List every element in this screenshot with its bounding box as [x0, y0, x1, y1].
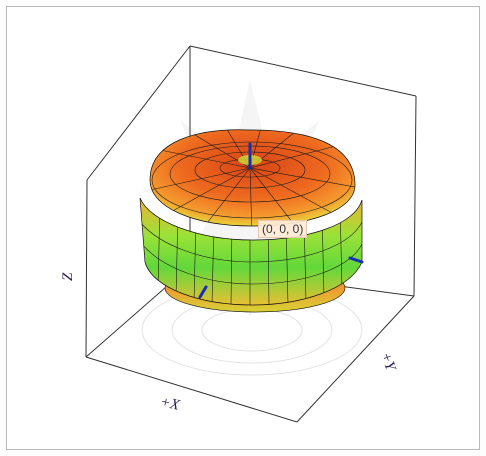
- origin-label: (0, 0, 0): [258, 220, 308, 238]
- surface-top-cap: [149, 129, 356, 227]
- x-axis-marker: [198, 285, 208, 299]
- z-axis-label: Z: [60, 272, 76, 281]
- bounding-box: [85, 45, 417, 423]
- y-axis-marker: [348, 256, 364, 264]
- x-axis-label: +X: [158, 394, 181, 414]
- plot-frame: [6, 6, 480, 450]
- axis-markers: [198, 142, 364, 299]
